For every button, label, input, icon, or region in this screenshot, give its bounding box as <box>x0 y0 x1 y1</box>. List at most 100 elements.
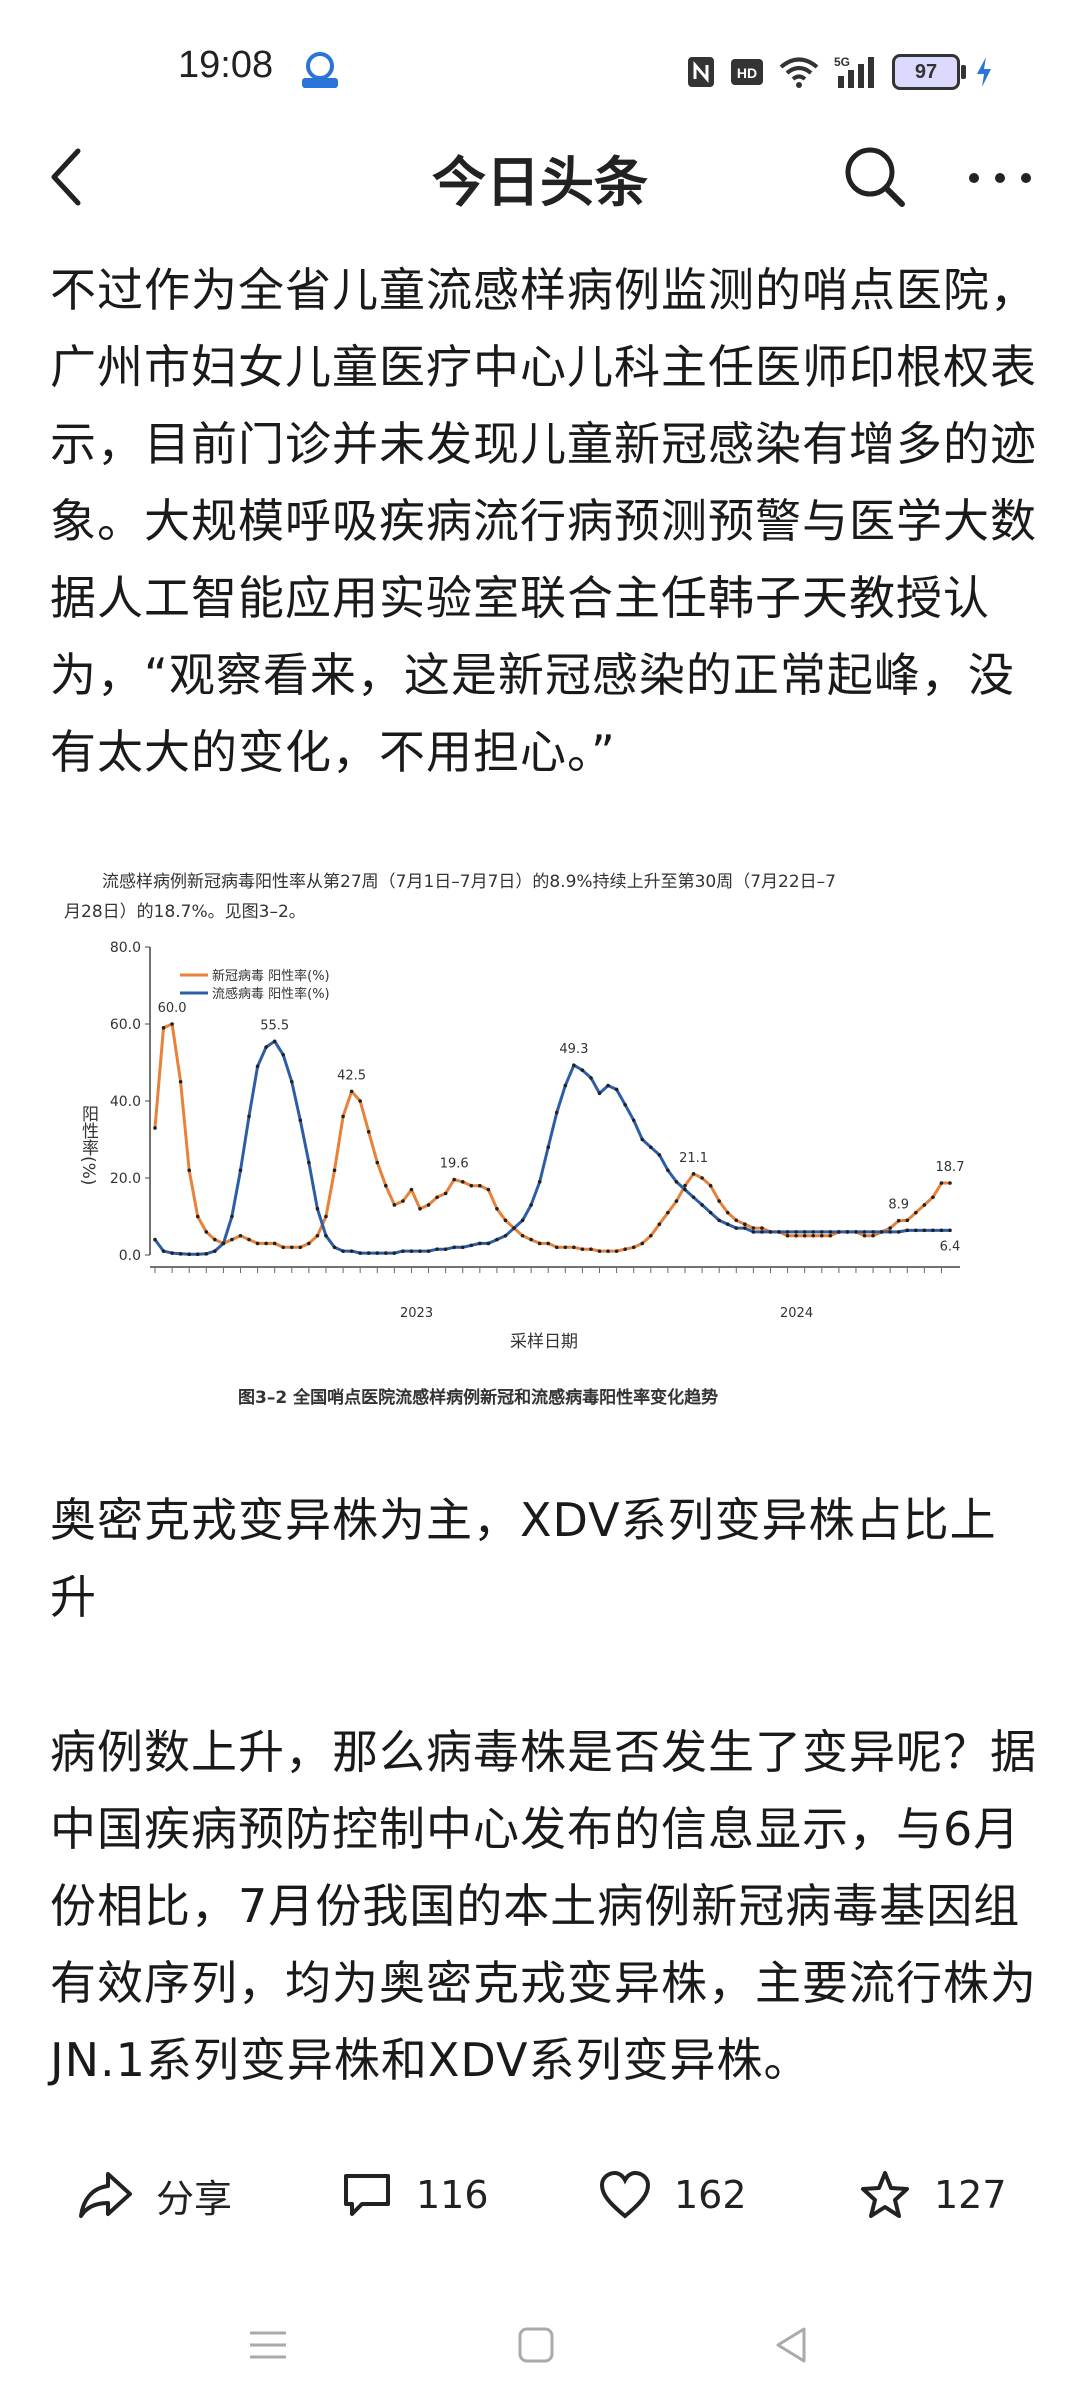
data-point <box>272 1241 277 1246</box>
data-point <box>324 1214 328 1219</box>
like-button[interactable]: 162 <box>598 2160 747 2230</box>
data-point <box>914 1210 918 1215</box>
data-point <box>426 1203 431 1207</box>
home-square-icon <box>518 2327 554 2363</box>
data-point <box>170 1251 174 1255</box>
y-axis-label: 阳性率(%) <box>78 1105 99 1185</box>
data-point <box>631 1118 636 1123</box>
more-icon <box>969 173 1031 183</box>
data-point <box>187 1168 191 1173</box>
search-button[interactable] <box>840 142 910 212</box>
data-point <box>862 1233 867 1238</box>
data-point <box>546 1241 551 1246</box>
data-point <box>905 1218 910 1223</box>
back-nav-button[interactable] <box>762 2320 822 2370</box>
recents-button[interactable] <box>238 2320 298 2370</box>
more-button[interactable] <box>960 142 1040 212</box>
status-time: 19:08 <box>178 44 274 86</box>
app-header: 今日头条 <box>0 120 1080 230</box>
data-point <box>854 1230 858 1234</box>
data-point <box>657 1153 662 1157</box>
data-point <box>401 1199 405 1203</box>
data-point <box>674 1199 679 1203</box>
data-point <box>349 1089 354 1094</box>
data-point <box>452 1177 456 1182</box>
data-point <box>529 1237 533 1242</box>
data-point <box>281 1053 286 1057</box>
favorite-button[interactable]: 127 <box>858 2160 1007 2230</box>
data-point <box>366 1130 371 1134</box>
data-point <box>811 1233 816 1238</box>
data-label: 55.5 <box>260 1018 289 1033</box>
data-point <box>580 1247 585 1252</box>
data-point <box>230 1237 234 1242</box>
data-point <box>230 1214 234 1219</box>
data-point <box>178 1079 183 1084</box>
data-point <box>546 1145 551 1149</box>
data-point <box>478 1241 482 1246</box>
data-point <box>580 1068 585 1072</box>
battery-icon: 97 <box>892 54 966 90</box>
data-point <box>785 1233 790 1238</box>
data-point <box>931 1228 935 1233</box>
data-point <box>554 1245 559 1250</box>
data-point <box>683 1183 687 1188</box>
data-point <box>811 1230 816 1234</box>
data-point <box>871 1230 875 1234</box>
data-point <box>204 1252 209 1256</box>
data-point <box>802 1233 807 1238</box>
data-point <box>683 1187 687 1192</box>
data-point <box>939 1228 944 1233</box>
data-point <box>768 1230 773 1234</box>
data-point <box>255 1064 260 1069</box>
data-point <box>640 1137 645 1142</box>
home-button[interactable] <box>506 2320 566 2370</box>
comment-button[interactable]: 116 <box>340 2160 489 2230</box>
data-point <box>529 1203 533 1207</box>
data-point <box>845 1230 850 1234</box>
like-count: 162 <box>674 2173 747 2217</box>
data-point <box>666 1168 670 1173</box>
data-point <box>349 1249 354 1253</box>
svg-text:5G: 5G <box>834 55 850 69</box>
data-point <box>418 1249 422 1253</box>
data-point <box>503 1233 508 1238</box>
page-title: 今日头条 <box>432 151 648 214</box>
data-point <box>794 1230 798 1234</box>
data-point <box>572 1245 576 1250</box>
data-point <box>717 1218 721 1223</box>
share-button[interactable]: 分享 <box>78 2160 232 2230</box>
data-point <box>418 1207 422 1211</box>
data-point <box>743 1222 747 1226</box>
data-point <box>153 1126 157 1130</box>
data-point <box>264 1241 268 1246</box>
data-point <box>495 1237 499 1242</box>
data-point <box>751 1226 756 1230</box>
data-point <box>170 1022 174 1026</box>
data-point <box>649 1145 653 1149</box>
data-point <box>178 1252 183 1256</box>
data-point <box>298 1118 303 1123</box>
data-point <box>666 1210 670 1215</box>
back-button[interactable] <box>36 142 96 212</box>
data-point <box>486 1241 491 1246</box>
data-point <box>460 1180 465 1184</box>
data-point <box>649 1233 653 1238</box>
svg-text:HD: HD <box>737 65 757 81</box>
data-label: 42.5 <box>337 1068 366 1083</box>
data-point <box>896 1230 901 1234</box>
data-point <box>914 1228 918 1233</box>
data-point <box>606 1083 610 1088</box>
data-point <box>255 1241 260 1246</box>
data-point <box>623 1247 627 1252</box>
chart-figure[interactable]: 流感样病例新冠病毒阳性率从第27周（7月1日–7月7日）的8.9%持续上升至第3… <box>60 855 1020 1455</box>
status-bar: 19:08 HD 5G 97 <box>0 0 1080 130</box>
wifi-icon <box>779 57 819 88</box>
data-point <box>512 1226 516 1230</box>
data-point <box>537 1241 542 1246</box>
data-point <box>366 1251 371 1255</box>
data-point <box>819 1230 824 1234</box>
data-label: 49.3 <box>559 1042 588 1057</box>
data-point <box>760 1230 764 1234</box>
comment-count: 116 <box>416 2173 489 2217</box>
